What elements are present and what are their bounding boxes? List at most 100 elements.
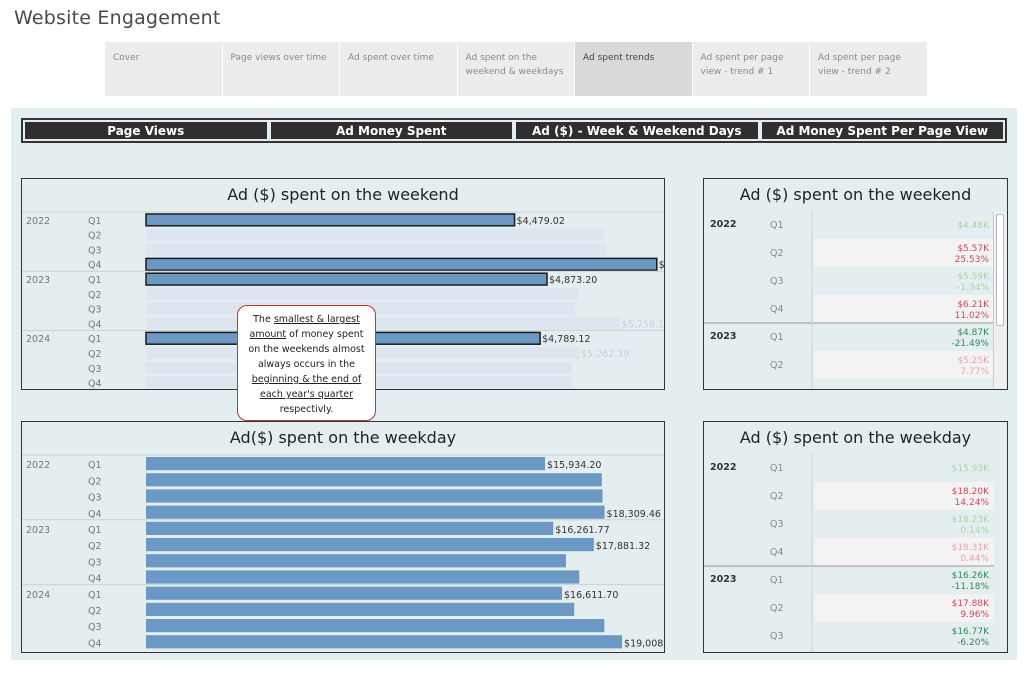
year-label: 2022 [26, 216, 50, 227]
bar-value-label: $18,309.46 [607, 509, 661, 520]
table-row-band [814, 239, 994, 267]
quarter-label: Q1 [770, 332, 784, 343]
bar-value-label: $16,261.77 [555, 525, 609, 536]
bar[interactable] [146, 288, 578, 300]
bar[interactable] [146, 521, 554, 535]
quarter-label: Q3 [88, 245, 102, 256]
table-row-band [814, 538, 994, 566]
quarter-label: Q3 [88, 493, 102, 504]
table-row-band [814, 295, 994, 323]
pct-change-value: 25.53% [955, 255, 990, 265]
bar-value-label: $5,758.10 [622, 319, 664, 330]
annotation-text: of money spent on the weekends almost al… [248, 329, 365, 370]
weekday-bar-chart[interactable]: 2022 Q1 $15,934.20 Q2 Q3 Q4 $18,309.46 2023 Q1 $1… [22, 454, 664, 652]
quarter-label: Q2 [88, 606, 102, 617]
scrollbar-thumb[interactable] [996, 214, 1004, 326]
bar-value-label: $6,207.33 [659, 260, 664, 271]
app-title: Website Engagement [14, 7, 221, 29]
quarter-label: Q1 [88, 460, 102, 471]
bar[interactable] [146, 317, 620, 330]
bar[interactable] [146, 635, 623, 649]
amount-value: $17.88K [952, 599, 990, 609]
amount-value: $5.59K [957, 272, 990, 282]
nav-ad-money-spent-button[interactable]: Ad Money Spent [270, 122, 512, 139]
pct-change-value: 11.02% [955, 311, 990, 321]
story-tab-4[interactable]: Ad spent trends [575, 42, 693, 96]
pct-change-value: 0.14% [960, 526, 989, 536]
bar[interactable] [145, 272, 548, 286]
bar[interactable] [146, 457, 546, 471]
bar[interactable] [146, 473, 602, 487]
bar-value-label: $15,934.20 [547, 460, 601, 471]
quarter-label: Q4 [770, 547, 784, 558]
pct-change-value: 14.24% [955, 498, 990, 508]
amount-value: $18.31K [952, 543, 990, 553]
bar[interactable] [146, 505, 605, 519]
quarter-label: Q1 [88, 590, 102, 601]
annotation-underline: beginning & the end of [251, 374, 362, 385]
table-row-band [814, 594, 994, 622]
quarter-label: Q4 [88, 574, 102, 585]
year-label: 2023 [26, 525, 50, 536]
annotation-underline: each year's quarter [260, 389, 353, 400]
bar[interactable] [145, 257, 658, 271]
amount-value: $4.48K [957, 221, 990, 231]
amount-value: $18.23K [952, 515, 990, 525]
quarter-label: Q2 [770, 491, 784, 502]
bar[interactable] [146, 586, 563, 600]
bar-value-label: $17,881.32 [596, 541, 650, 552]
quarter-label: Q2 [88, 231, 102, 242]
nav-week-weekend-button[interactable]: Ad ($) - Week & Weekend Days [516, 122, 758, 139]
quarter-label: Q4 [88, 260, 102, 271]
bar[interactable] [145, 213, 516, 227]
amount-value: $5.57K [957, 244, 990, 254]
nav-per-page-view-button[interactable]: Ad Money Spent Per Page View [761, 122, 1003, 139]
year-label: 2023 [710, 331, 736, 342]
amount-value: $5.25K [957, 356, 990, 366]
annotation-underline: amount [249, 329, 287, 340]
nav-bar: Page Views Ad Money Spent Ad ($) - Week … [21, 118, 1007, 143]
story-tab-6[interactable]: Ad spent per page view - trend # 2 [810, 42, 928, 96]
bar[interactable] [146, 538, 594, 552]
year-label: 2023 [26, 275, 50, 286]
quarter-label: Q2 [88, 290, 102, 301]
weekend-table-scrollbar[interactable] [993, 212, 1006, 388]
quarter-label: Q2 [770, 248, 784, 259]
bar[interactable] [146, 570, 580, 584]
pct-change-value: -11.18% [951, 582, 989, 592]
bar[interactable] [146, 243, 606, 256]
quarter-label: Q1 [770, 463, 784, 474]
story-tab-2[interactable]: Ad spent over time [340, 42, 458, 96]
quarter-label: Q2 [88, 541, 102, 552]
story-tab-0[interactable]: Cover [105, 42, 223, 96]
bar[interactable] [146, 228, 605, 241]
dashboard: Page Views Ad Money Spent Ad ($) - Week … [11, 108, 1017, 660]
year-label: 2022 [710, 219, 736, 230]
amount-value: $16.26K [952, 571, 990, 581]
story-tab-3[interactable]: Ad spent on the weekend & weekdays [457, 42, 575, 96]
bar[interactable] [146, 554, 566, 568]
bar-value-label: $4,789.12 [542, 334, 590, 345]
quarter-label: Q3 [770, 276, 784, 287]
bar[interactable] [146, 602, 575, 616]
quarter-label: Q3 [88, 557, 102, 568]
year-label: 2023 [710, 574, 736, 585]
story-tab-5[interactable]: Ad spent per page view - trend # 1 [692, 42, 810, 96]
nav-page-views-button[interactable]: Page Views [25, 122, 267, 139]
quarter-label: Q4 [88, 379, 102, 389]
story-tab-1[interactable]: Page views over time [222, 42, 340, 96]
weekend-table-title: Ad ($) spent on the weekend [739, 185, 972, 204]
bar-value-label: $16,611.70 [564, 590, 618, 601]
weekend-chart-title: Ad ($) spent on the weekend [227, 185, 459, 204]
quarter-label: Q4 [88, 319, 102, 330]
bar[interactable] [146, 619, 605, 633]
amount-value: $15.93K [952, 464, 990, 474]
amount-value: $6.21K [957, 300, 990, 310]
quarter-label: Q2 [770, 360, 784, 371]
quarter-label: Q1 [770, 575, 784, 586]
weekday-table-title: Ad ($) spent on the weekday [739, 428, 972, 447]
pct-change-value: 9.96% [960, 610, 989, 620]
bar[interactable] [146, 489, 603, 503]
